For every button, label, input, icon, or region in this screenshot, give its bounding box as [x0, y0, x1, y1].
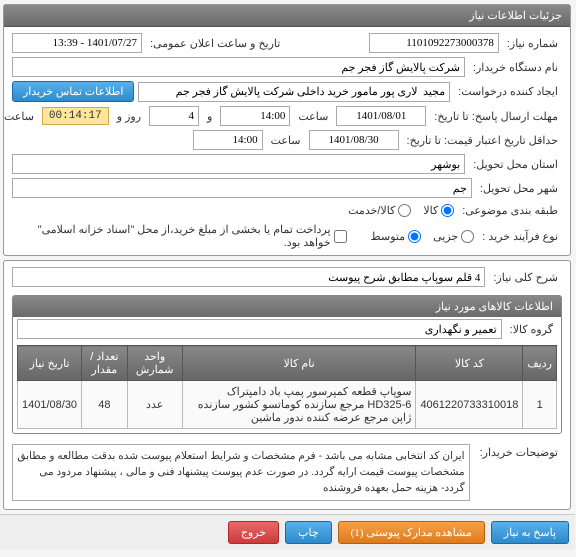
group-input[interactable] [18, 319, 503, 339]
row-category: طبقه بندی موضوعی: کالا کالا/خدمت [9, 200, 567, 221]
public-date-label: تاریخ و ساعت اعلان عمومی: [147, 35, 285, 52]
city-input[interactable] [13, 178, 473, 198]
cell-idx: 1 [524, 381, 558, 429]
need-no-label: شماره نیاز: [504, 35, 563, 52]
goods-table-wrap: ردیف کد کالا نام کالا واحد شمارش تعداد /… [18, 345, 558, 429]
goods-table: ردیف کد کالا نام کالا واحد شمارش تعداد /… [18, 345, 558, 429]
need-details-panel: جزئیات اطلاعات نیاز شماره نیاز: تاریخ و … [4, 4, 572, 256]
desc-body: شرح کلی نیاز: اطلاعات کالاهای مورد نیاز … [5, 261, 571, 509]
panel-body: شماره نیاز: تاریخ و ساعت اعلان عمومی: نا… [5, 27, 571, 255]
radio-service[interactable]: کالا/خدمت [349, 204, 412, 217]
time-label-1: ساعت [295, 108, 333, 125]
notes-label: توضیحات خریدار: [477, 444, 563, 461]
radio-minor-label: جزیی [434, 230, 459, 243]
public-date-input[interactable] [13, 33, 143, 53]
table-row[interactable]: 1 4061220733310018 سوپاپ قطعه کمپرسور پم… [19, 381, 558, 429]
and-label: و [204, 108, 217, 125]
city-label: شهر محل تحویل: [477, 180, 563, 197]
col-qty: تعداد / مقدار [83, 346, 129, 381]
validity-time-input[interactable] [194, 130, 264, 150]
buyer-org-input[interactable] [13, 57, 466, 77]
row-creator: ایجاد کننده درخواست: اطلاعات تماس خریدار [9, 79, 567, 104]
desc-label: شرح کلی نیاز: [490, 269, 563, 286]
col-date: تاریخ نیاز [19, 346, 83, 381]
category-label: طبقه بندی موضوعی: [459, 202, 563, 219]
col-name: نام کالا [183, 346, 417, 381]
group-label: گروه کالا: [507, 321, 558, 338]
cell-date: 1401/08/30 [19, 381, 83, 429]
day-label: روز و [114, 108, 146, 125]
deadline-date-input[interactable] [337, 106, 427, 126]
check-payment[interactable]: پرداخت تمام یا بخشی از مبلغ خرید،از محل … [13, 223, 348, 249]
radio-medium-input[interactable] [409, 230, 422, 243]
check-payment-label: پرداخت تمام یا بخشی از مبلغ خرید،از محل … [13, 223, 332, 249]
deadline-label: مهلت ارسال پاسخ: تا تاریخ: [431, 108, 563, 125]
cell-qty: 48 [83, 381, 129, 429]
radio-medium[interactable]: متوسط [372, 230, 423, 243]
radio-service-input[interactable] [399, 204, 412, 217]
creator-input[interactable] [139, 82, 451, 102]
radio-service-label: کالا/خدمت [349, 204, 396, 217]
row-province: استان محل تحویل: [9, 152, 567, 176]
row-need-number: شماره نیاز: تاریخ و ساعت اعلان عمومی: [9, 31, 567, 55]
row-desc: شرح کلی نیاز: [9, 265, 567, 289]
need-no-input[interactable] [370, 33, 500, 53]
goods-header: اطلاعات کالاهای مورد نیاز [14, 296, 562, 317]
buyer-org-label: نام دستگاه خریدار: [470, 59, 563, 76]
process-label: نوع فرآیند خرید : [479, 228, 563, 245]
table-header-row: ردیف کد کالا نام کالا واحد شمارش تعداد /… [19, 346, 558, 381]
radio-minor-input[interactable] [462, 230, 475, 243]
col-unit: واحد شمارش [128, 346, 183, 381]
radio-medium-label: متوسط [372, 230, 407, 243]
print-button[interactable]: چاپ [286, 521, 333, 544]
cell-unit: عدد [128, 381, 183, 429]
creator-label: ایجاد کننده درخواست: [455, 83, 563, 100]
exit-button[interactable]: خروج [229, 521, 280, 544]
attachments-button[interactable]: مشاهده مدارک پیوستی (1) [339, 521, 486, 544]
time-label-2: ساعت [268, 132, 306, 149]
province-input[interactable] [13, 154, 466, 174]
row-notes: توضیحات خریدار: ایران کد انتخابی مشابه م… [9, 440, 567, 505]
radio-goods-input[interactable] [442, 204, 455, 217]
payment-check-group: پرداخت تمام یا بخشی از مبلغ خرید،از محل … [13, 223, 348, 249]
col-code: کد کالا [417, 346, 524, 381]
check-payment-input[interactable] [335, 230, 348, 243]
cell-name: سوپاپ قطعه کمپرسور پمپ باد دامپتراک HD32… [183, 381, 417, 429]
deadline-time-input[interactable] [221, 106, 291, 126]
contact-info-button[interactable]: اطلاعات تماس خریدار [13, 81, 135, 102]
row-deadline: مهلت ارسال پاسخ: تا تاریخ: ساعت و روز و … [9, 104, 567, 128]
radio-goods-label: کالا [424, 204, 439, 217]
reply-button[interactable]: پاسخ به نیاز [492, 521, 570, 544]
validity-date-input[interactable] [310, 130, 400, 150]
row-group: گروه کالا: [14, 317, 562, 341]
description-panel: شرح کلی نیاز: اطلاعات کالاهای مورد نیاز … [4, 260, 572, 510]
desc-input[interactable] [13, 267, 486, 287]
validity-label: حداقل تاریخ اعتبار قیمت: تا تاریخ: [404, 132, 563, 149]
radio-goods[interactable]: کالا [424, 204, 455, 217]
cell-code: 4061220733310018 [417, 381, 524, 429]
row-buyer-org: نام دستگاه خریدار: [9, 55, 567, 79]
row-city: شهر محل تحویل: [9, 176, 567, 200]
days-input[interactable] [150, 106, 200, 126]
bottom-button-bar: پاسخ به نیاز مشاهده مدارک پیوستی (1) چاپ… [0, 514, 576, 550]
goods-sub-panel: اطلاعات کالاهای مورد نیاز گروه کالا: ردی… [13, 295, 563, 434]
countdown-timer: 00:14:17 [43, 107, 110, 125]
province-label: استان محل تحویل: [470, 156, 563, 173]
row-process: نوع فرآیند خرید : جزیی متوسط پرداخت تمام… [9, 221, 567, 251]
process-radio-group: جزیی متوسط [372, 230, 476, 243]
notes-text: ایران کد انتخابی مشابه می باشد - فرم مشخ… [13, 444, 471, 501]
panel-header: جزئیات اطلاعات نیاز [5, 5, 571, 27]
remain-label: ساعت باقی مانده [0, 108, 39, 125]
category-radio-group: کالا کالا/خدمت [349, 204, 455, 217]
radio-minor[interactable]: جزیی [434, 230, 475, 243]
col-row: ردیف [524, 346, 558, 381]
row-validity: حداقل تاریخ اعتبار قیمت: تا تاریخ: ساعت [9, 128, 567, 152]
